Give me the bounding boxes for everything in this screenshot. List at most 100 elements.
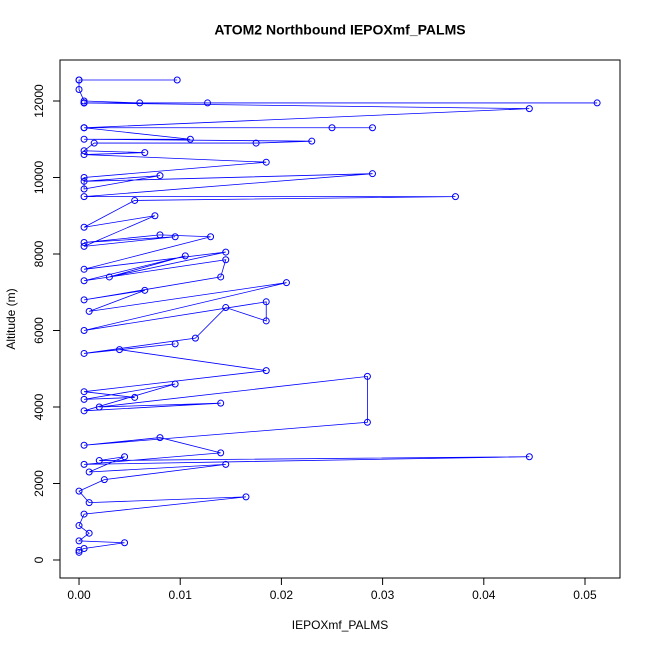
- data-point: [80, 185, 88, 193]
- data-point: [171, 233, 179, 241]
- data-point: [191, 334, 199, 342]
- data-point: [80, 265, 88, 273]
- data-point: [80, 545, 88, 553]
- data-point: [75, 487, 83, 495]
- data-point: [282, 279, 290, 287]
- data-point: [116, 346, 124, 354]
- data-point: [262, 317, 270, 325]
- x-tick-label: 0.01: [169, 588, 193, 602]
- plot-frame: [59, 59, 621, 579]
- data-point: [141, 286, 149, 294]
- data-point: [121, 539, 129, 547]
- data-point: [222, 304, 230, 312]
- data-point: [328, 124, 336, 132]
- data-point: [368, 124, 376, 132]
- data-point: [100, 476, 108, 484]
- data-point: [593, 99, 601, 107]
- data-point: [80, 97, 88, 105]
- data-point: [105, 273, 113, 281]
- data-point: [95, 403, 103, 411]
- y-tick-label: 0: [32, 556, 46, 563]
- data-point: [525, 105, 533, 113]
- data-point: [80, 177, 88, 185]
- data-point: [222, 248, 230, 256]
- y-tick-label: 12000: [32, 84, 46, 118]
- data-point: [217, 449, 225, 457]
- data-point: [80, 193, 88, 201]
- data-point: [181, 252, 189, 260]
- data-point: [80, 239, 88, 247]
- data-point: [80, 147, 88, 155]
- data-point: [80, 124, 88, 132]
- data-point: [252, 139, 260, 147]
- data-point: [80, 349, 88, 357]
- data-point: [95, 457, 103, 465]
- x-axis-label: IEPOXmf_PALMS: [292, 618, 388, 632]
- x-tick-label: 0.00: [67, 588, 91, 602]
- data-point: [80, 223, 88, 231]
- data-point: [242, 493, 250, 501]
- data-point: [156, 231, 164, 239]
- data-point: [85, 499, 93, 507]
- data-point: [85, 529, 93, 537]
- data-point: [217, 399, 225, 407]
- data-point: [121, 453, 129, 461]
- data-point: [222, 256, 230, 264]
- data-point: [80, 510, 88, 518]
- y-tick-label: 2000: [32, 470, 46, 497]
- data-point: [85, 307, 93, 315]
- data-point: [75, 76, 83, 84]
- data-point: [156, 434, 164, 442]
- data-point: [262, 298, 270, 306]
- data-point: [207, 233, 215, 241]
- x-tick-label: 0.05: [573, 588, 597, 602]
- data-point: [80, 151, 88, 159]
- data-point: [136, 99, 144, 107]
- data-point: [85, 468, 93, 476]
- y-tick-label: 4000: [32, 393, 46, 420]
- data-point: [363, 372, 371, 380]
- data-point: [75, 86, 83, 94]
- data-point: [171, 380, 179, 388]
- data-point: [525, 453, 533, 461]
- data-point: [80, 441, 88, 449]
- chart-title: ATOM2 Northbound IEPOXmf_PALMS: [214, 22, 465, 38]
- data-point: [80, 395, 88, 403]
- data-point: [131, 196, 139, 204]
- data-point: [222, 460, 230, 468]
- data-point: [151, 212, 159, 220]
- data-point: [80, 296, 88, 304]
- data-point: [75, 548, 83, 556]
- data-point: [90, 139, 98, 147]
- data-point: [80, 460, 88, 468]
- data-point: [131, 393, 139, 401]
- y-axis-label: Altitude (m): [4, 288, 18, 349]
- data-point: [141, 149, 149, 157]
- data-point: [217, 273, 225, 281]
- x-tick-label: 0.03: [371, 588, 395, 602]
- data-point: [173, 76, 181, 84]
- data-line: [77, 79, 598, 553]
- data-point: [80, 407, 88, 415]
- y-tick-label: 10000: [32, 160, 46, 194]
- x-tick-label: 0.02: [270, 588, 294, 602]
- data-point: [80, 173, 88, 181]
- data-point: [75, 537, 83, 545]
- y-tick-label: 8000: [32, 240, 46, 267]
- data-point: [80, 99, 88, 107]
- data-point: [451, 193, 459, 201]
- data-point: [80, 277, 88, 285]
- data-point: [363, 418, 371, 426]
- data-point: [368, 170, 376, 178]
- data-point: [80, 326, 88, 334]
- data-point: [80, 242, 88, 250]
- data-point: [262, 158, 270, 166]
- data-point: [186, 135, 194, 143]
- data-point: [80, 388, 88, 396]
- data-point: [204, 99, 212, 107]
- data-point: [75, 522, 83, 530]
- data-point: [156, 172, 164, 180]
- x-tick-label: 0.04: [472, 588, 496, 602]
- data-point: [80, 135, 88, 143]
- data-point: [171, 340, 179, 348]
